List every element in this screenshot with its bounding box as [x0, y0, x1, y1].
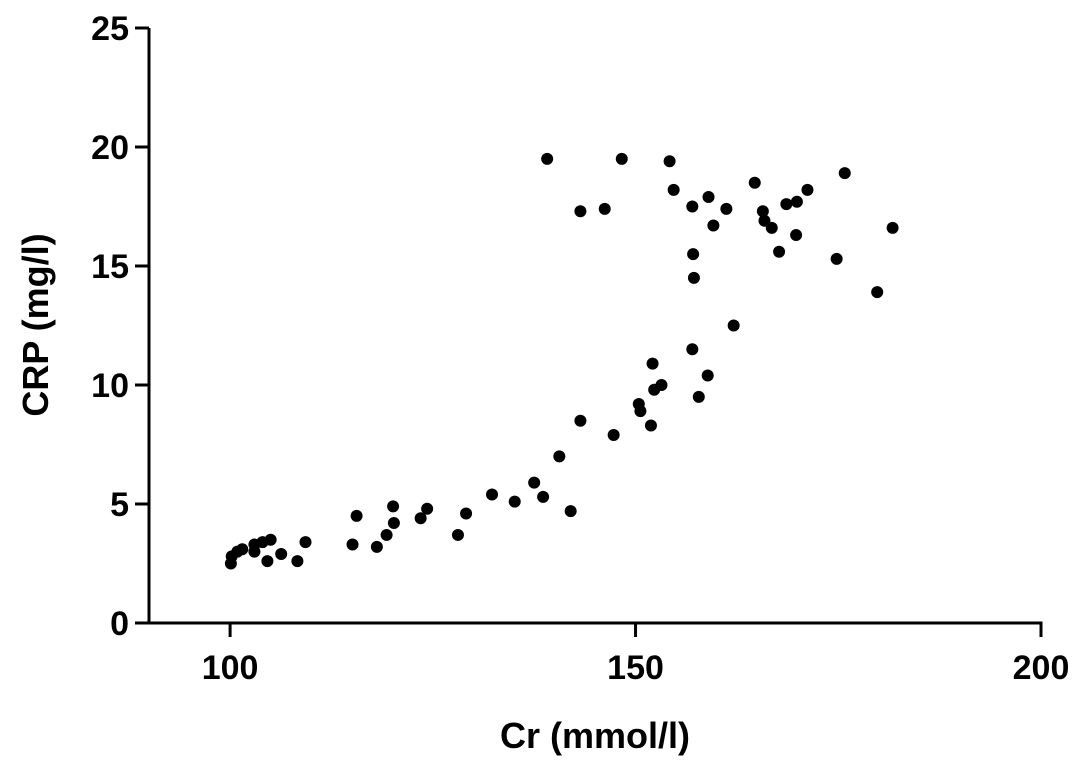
- point: [692, 390, 705, 403]
- point: [486, 488, 499, 501]
- point: [451, 528, 464, 541]
- point: [701, 369, 714, 382]
- point: [702, 190, 715, 203]
- y-tick-label: 10: [91, 367, 129, 405]
- point: [707, 219, 720, 232]
- point: [460, 507, 473, 520]
- point: [574, 414, 587, 427]
- point: [387, 500, 400, 513]
- point: [350, 509, 363, 522]
- x-tick-label: 100: [202, 649, 259, 687]
- point: [765, 221, 778, 234]
- x-axis-title: Cr (mmol/l): [500, 715, 690, 756]
- point: [615, 152, 628, 165]
- point: [261, 555, 274, 568]
- point: [720, 202, 733, 215]
- point: [564, 505, 577, 518]
- point: [528, 476, 541, 489]
- point: [838, 167, 851, 180]
- point: [421, 502, 434, 515]
- point: [748, 176, 761, 189]
- point: [541, 152, 554, 165]
- point: [886, 221, 899, 234]
- point: [686, 343, 699, 356]
- point: [655, 379, 668, 391]
- point: [574, 205, 587, 218]
- point: [224, 557, 237, 570]
- point: [291, 555, 304, 568]
- point: [607, 428, 620, 441]
- y-tick-label: 5: [110, 486, 129, 524]
- y-tick-label: 15: [91, 248, 129, 286]
- point: [553, 450, 566, 463]
- point: [414, 512, 427, 525]
- x-tick-label: 200: [1013, 649, 1070, 687]
- point: [380, 528, 393, 541]
- point: [299, 536, 312, 549]
- point: [236, 543, 249, 556]
- point: [264, 533, 277, 546]
- point: [346, 538, 359, 551]
- point: [687, 271, 700, 284]
- y-tick-label: 20: [91, 129, 129, 167]
- point: [830, 252, 843, 265]
- point: [370, 540, 383, 553]
- point: [686, 200, 699, 213]
- point: [275, 547, 288, 560]
- point: [687, 248, 700, 261]
- point: [871, 286, 884, 299]
- point: [663, 155, 676, 168]
- point: [773, 245, 786, 258]
- point: [537, 490, 550, 503]
- point: [644, 419, 657, 432]
- y-axis-title: CRP (mg/l): [15, 233, 56, 416]
- point: [801, 183, 814, 196]
- point: [780, 198, 793, 211]
- point: [727, 319, 740, 332]
- point: [634, 405, 647, 418]
- point: [790, 195, 803, 208]
- y-tick-label: 0: [110, 605, 129, 643]
- point: [646, 357, 659, 370]
- y-tick-label: 25: [91, 10, 129, 48]
- point: [667, 183, 680, 196]
- point: [508, 495, 521, 508]
- x-tick-label: 150: [607, 649, 664, 687]
- point: [598, 202, 611, 215]
- point: [790, 229, 803, 242]
- point: [756, 205, 769, 218]
- point: [387, 517, 400, 530]
